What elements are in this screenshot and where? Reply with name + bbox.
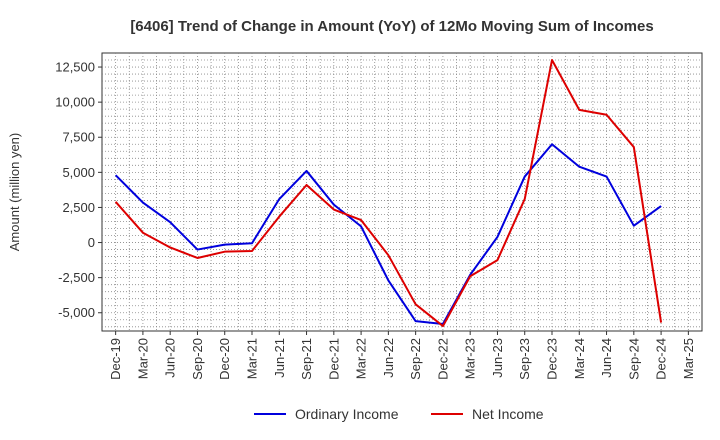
x-axis: Dec-19 Mar-20 Jun-20 Sep-20 Dec-20 Mar-21 Jun-…	[108, 331, 696, 380]
x-tick-label: Mar-23	[463, 338, 478, 379]
x-tick-label: Mar-21	[245, 338, 260, 379]
y-tick-label: -5,000	[58, 305, 95, 320]
y-tick-label: 2,500	[62, 200, 95, 215]
legend-label: Net Income	[472, 406, 544, 422]
y-axis-label: Amount (million yen)	[7, 133, 22, 252]
y-tick-label: 5,000	[62, 165, 95, 180]
grid	[102, 53, 702, 331]
x-tick-label: Dec-20	[217, 338, 232, 380]
x-tick-label: Jun-22	[381, 338, 396, 378]
x-tick-label: Dec-19	[108, 338, 123, 380]
y-tick-label: 10,000	[55, 95, 95, 110]
x-tick-label: Dec-22	[435, 338, 450, 380]
x-tick-label: Jun-24	[599, 338, 614, 378]
y-tick-label: 0	[88, 235, 95, 250]
chart-title: [6406] Trend of Change in Amount (YoY) o…	[130, 18, 653, 35]
series-line-ordinary-income	[114, 143, 662, 325]
x-tick-label: Jun-21	[272, 338, 287, 378]
legend-label: Ordinary Income	[295, 406, 399, 422]
x-tick-label: Dec-23	[545, 338, 560, 380]
y-tick-label: 12,500	[55, 60, 95, 75]
x-tick-label: Jun-20	[163, 338, 178, 378]
x-tick-label: Mar-22	[354, 338, 369, 379]
x-tick-label: Sep-20	[190, 338, 205, 380]
x-tick-label: Sep-23	[517, 338, 532, 380]
legend: Ordinary Income Net Income	[254, 406, 544, 422]
x-tick-label: Sep-22	[408, 338, 423, 380]
x-tick-label: Sep-21	[299, 338, 314, 380]
y-tick-label: -2,500	[58, 270, 95, 285]
x-tick-label: Sep-24	[626, 338, 641, 380]
x-tick-label: Dec-21	[326, 338, 341, 380]
x-tick-label: Mar-20	[135, 338, 150, 379]
y-tick-label: 7,500	[62, 130, 95, 145]
x-tick-label: Mar-25	[681, 338, 696, 379]
series-line-net-income	[114, 59, 663, 328]
series-group	[114, 59, 663, 328]
x-tick-label: Jun-23	[490, 338, 505, 378]
x-tick-label: Dec-24	[654, 338, 669, 380]
x-tick-label: Mar-24	[572, 338, 587, 379]
y-axis: -5,000 -2,500 0 2,500 5,000 7,500 10,000 12,500	[55, 60, 102, 320]
